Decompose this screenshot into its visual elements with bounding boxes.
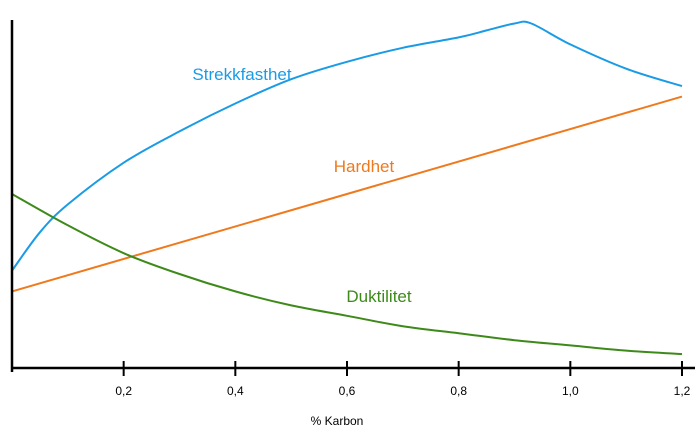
series-line-hardhet (11, 95, 683, 293)
label-hardhet: Hardhet (334, 157, 395, 176)
x-tick-label: 0,6 (339, 384, 356, 398)
x-axis-ticks (122, 361, 683, 376)
x-axis-tick-labels: 0,2 0,4 0,6 0,8 1,0 1,2 (115, 384, 690, 398)
x-tick-label: 1,2 (674, 384, 691, 398)
label-duktilitet: Duktilitet (346, 287, 411, 306)
x-tick-label: 1,0 (562, 384, 579, 398)
series-line-duktilitet (11, 193, 683, 356)
x-axis-title: % Karbon (311, 414, 364, 428)
x-tick-label: 0,4 (227, 384, 244, 398)
series-lines (11, 20, 683, 356)
label-strekkfasthet: Strekkfasthet (192, 65, 291, 84)
x-tick-label: 0,2 (115, 384, 132, 398)
x-tick-label: 0,8 (450, 384, 467, 398)
series-line-strekkfasthet (11, 20, 683, 272)
